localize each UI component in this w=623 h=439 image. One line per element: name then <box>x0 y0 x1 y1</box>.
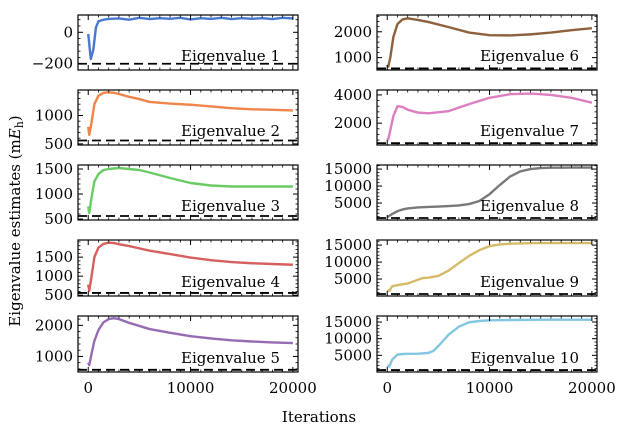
axes-frame <box>376 239 598 297</box>
y-tick-label: 2000 <box>334 23 372 41</box>
x-tick-label: 10000 <box>167 379 215 397</box>
y-tick-label: 1000 <box>35 107 73 125</box>
y-axis-title-symbol: E <box>6 128 24 140</box>
series-line <box>87 91 293 136</box>
x-tick-label: 10000 <box>466 379 514 397</box>
y-tick-label: 1000 <box>35 347 73 365</box>
panel-eigenvalue-5: 0 10000 20000 2000 1000 Eigenvalue 5 <box>35 315 317 397</box>
y-axis-title-suffix: ) <box>6 115 24 121</box>
series-line <box>386 241 592 293</box>
y-axis-title-subscript: h <box>13 121 26 128</box>
y-tick-label: 1000 <box>334 49 372 67</box>
series-line <box>87 166 293 215</box>
x-tick-label: 0 <box>83 379 93 397</box>
y-tick-label: 10000 <box>324 253 372 271</box>
panel-label: Eigenvalue 7 <box>480 122 579 140</box>
panel-label: Eigenvalue 1 <box>181 47 280 65</box>
y-tick-label: 0 <box>63 23 73 41</box>
y-tick-label: 5000 <box>334 194 372 212</box>
y-tick-label: 1000 <box>35 185 73 203</box>
y-tick-label: 2000 <box>35 316 73 334</box>
panel-eigenvalue-6: 2000 1000 Eigenvalue 6 <box>334 14 598 71</box>
series-line <box>386 92 593 141</box>
y-tick-label: 1500 <box>35 248 73 266</box>
panel-eigenvalue-2: 1000 500 Eigenvalue 2 <box>35 89 299 153</box>
y-tick-label: 15000 <box>324 236 372 254</box>
panel-eigenvalue-7: 4000 2000 Eigenvalue 7 <box>334 86 598 146</box>
series-line <box>87 316 293 367</box>
panel-label: Eigenvalue 6 <box>480 47 579 65</box>
y-tick-label: 10000 <box>324 177 372 195</box>
panel-label: Eigenvalue 10 <box>471 349 580 367</box>
series-line <box>386 17 593 68</box>
y-tick-label: 500 <box>44 135 73 153</box>
panel-label: Eigenvalue 8 <box>480 197 579 215</box>
panel-label: Eigenvalue 4 <box>181 273 280 291</box>
x-tick-label: 0 <box>382 379 392 397</box>
axes-frame <box>77 89 299 146</box>
y-tick-label: 10000 <box>324 330 372 348</box>
series-line <box>386 318 592 368</box>
axes-frame <box>77 164 299 221</box>
series-line <box>386 166 592 219</box>
y-tick-label: −200 <box>32 55 73 73</box>
y-tick-label: 5000 <box>334 346 372 364</box>
y-tick-label: 500 <box>44 210 73 228</box>
x-axis-title: Iterations <box>282 408 356 426</box>
axes-frame <box>77 14 299 71</box>
x-tick-label: 20000 <box>269 379 317 397</box>
y-tick-label: 1500 <box>35 160 73 178</box>
y-tick-label: 2000 <box>334 114 372 132</box>
series-line <box>87 241 293 292</box>
series-line <box>87 16 293 61</box>
panel-eigenvalue-1: 0 −200 Eigenvalue 1 <box>32 14 299 73</box>
panel-label: Eigenvalue 5 <box>181 349 280 367</box>
panel-label: Eigenvalue 9 <box>480 273 579 291</box>
y-axis-title-prefix: Eigenvalue estimates (m <box>6 139 24 326</box>
y-tick-label: 5000 <box>334 270 372 288</box>
y-tick-label: 4000 <box>334 86 372 104</box>
panel-eigenvalue-3: 1500 1000 500 Eigenvalue 3 <box>35 160 299 228</box>
y-tick-label: 15000 <box>324 160 372 178</box>
panel-label: Eigenvalue 3 <box>181 197 280 215</box>
x-tick-label: 20000 <box>568 379 616 397</box>
axes-frame <box>376 315 598 373</box>
y-tick-label: 500 <box>44 286 73 304</box>
y-axis-title: Eigenvalue estimates (mEh) <box>6 115 26 326</box>
y-tick-label: 1000 <box>35 267 73 285</box>
panel-label: Eigenvalue 2 <box>181 122 280 140</box>
y-tick-label: 15000 <box>324 313 372 331</box>
axes-frame <box>77 239 299 297</box>
